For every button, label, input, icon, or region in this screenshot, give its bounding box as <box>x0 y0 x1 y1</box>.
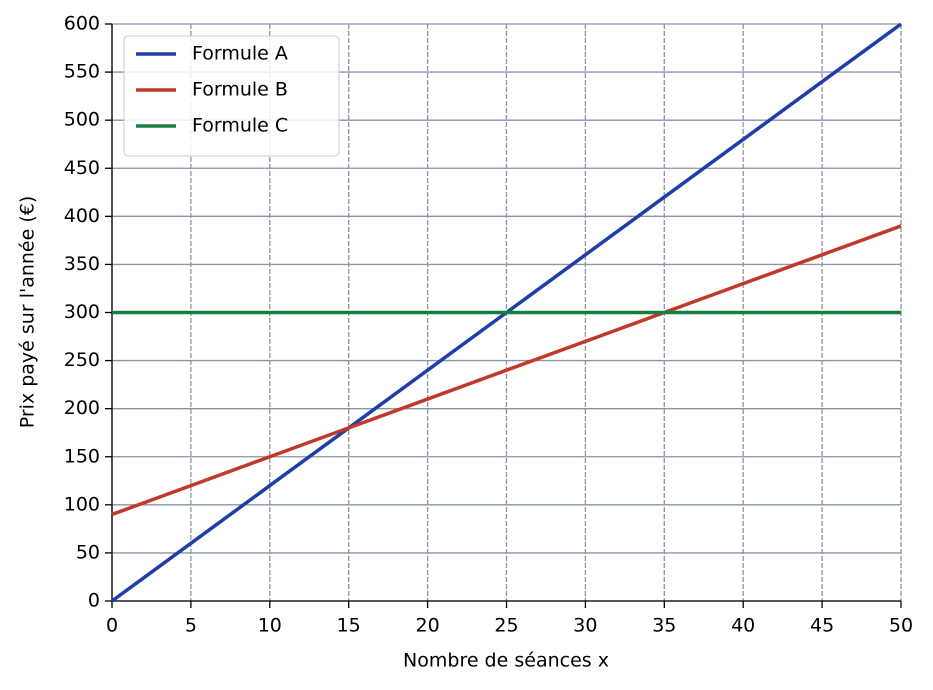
x-tick-label: 25 <box>494 615 518 637</box>
y-tick-label: 350 <box>64 253 100 275</box>
y-tick-label: 150 <box>64 445 100 467</box>
y-tick-label: 600 <box>64 13 100 35</box>
y-tick-label: 450 <box>64 157 100 179</box>
x-tick-label: 5 <box>185 615 197 637</box>
legend-label: Formule B <box>192 79 288 101</box>
legend: Formule A Formule B Formule C <box>123 35 340 157</box>
x-tick-label: 35 <box>652 615 676 637</box>
y-tick-label: 100 <box>64 493 100 515</box>
x-tick-label: 45 <box>810 615 834 637</box>
x-axis-label: Nombre de séances x <box>403 650 609 672</box>
y-tick-label: 0 <box>88 590 100 612</box>
y-tick-label: 550 <box>64 61 100 83</box>
y-tick-label: 50 <box>76 541 100 563</box>
y-tick-label: 200 <box>64 397 100 419</box>
y-tick-label: 250 <box>64 349 100 371</box>
x-tick-label: 30 <box>573 615 597 637</box>
series-line <box>111 224 902 517</box>
y-tick-label: 500 <box>64 109 100 131</box>
legend-label: Formule A <box>192 43 288 65</box>
x-tick-label: 40 <box>731 615 755 637</box>
x-tick-label: 15 <box>337 615 361 637</box>
y-tick-label: 300 <box>64 301 100 323</box>
legend-box <box>123 35 340 157</box>
x-tick-label: 50 <box>889 615 913 637</box>
x-tick-label: 0 <box>106 615 118 637</box>
y-axis-label: Prix payé sur l'année (€) <box>17 196 39 429</box>
y-tick-label: 400 <box>64 205 100 227</box>
legend-label: Formule C <box>192 115 288 137</box>
x-tick-label: 20 <box>416 615 440 637</box>
x-tick-label: 10 <box>258 615 282 637</box>
